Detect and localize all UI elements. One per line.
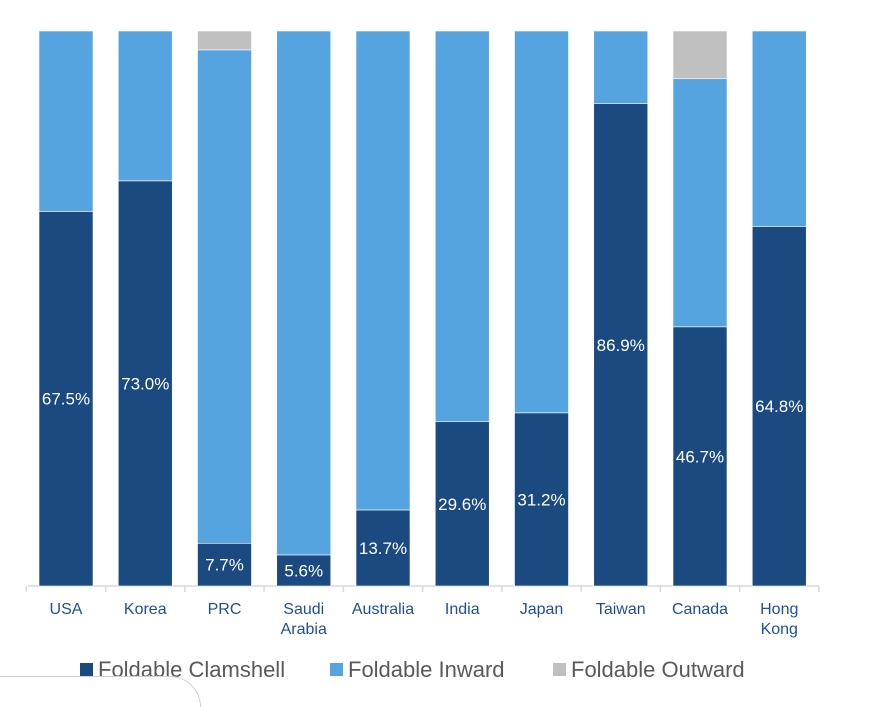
- data-label: 5.6%: [284, 561, 323, 580]
- category-label: Taiwan: [596, 601, 646, 618]
- category-label: Australia: [352, 601, 414, 618]
- legend-swatch-foldable-outward: [553, 663, 566, 676]
- category-label: USA: [50, 601, 83, 618]
- data-label: 64.8%: [755, 397, 803, 416]
- legend-label-foldable-outward: Foldable Outward: [571, 657, 745, 682]
- bar-foldable-inward: [355, 30, 411, 511]
- bar-foldable-inward: [197, 49, 252, 544]
- bar-foldable-clamshell: [276, 554, 332, 587]
- bar-foldable-clamshell: [593, 103, 649, 587]
- x-tick-group: [25, 586, 820, 592]
- category-label: Japan: [520, 601, 564, 618]
- legend-label-foldable-clamshell: Foldable Clamshell: [98, 657, 285, 682]
- bar-foldable-clamshell: [672, 326, 728, 587]
- category-label: Canada: [672, 601, 728, 618]
- bar-foldable-clamshell: [434, 421, 490, 587]
- legend-swatch-foldable-clamshell: [80, 663, 93, 676]
- bar-foldable-inward: [276, 30, 332, 556]
- bar-foldable-clamshell: [514, 412, 569, 587]
- bar-foldable-inward: [593, 30, 649, 105]
- bar-foldable-inward: [672, 78, 728, 328]
- category-label: Hong Kong: [760, 601, 798, 638]
- data-label: 67.5%: [42, 390, 90, 409]
- bar-foldable-inward: [38, 30, 94, 212]
- category-labels-group: USA Korea PRC Saudi Arabia Australia India Japa…: [50, 601, 799, 638]
- data-label: 46.7%: [676, 447, 724, 466]
- data-label: 31.2%: [517, 490, 565, 509]
- data-labels-group: 67.5% 73.0% 7.7% 5.6% 13.7% 29.6% 31.2% 86.9% 46…: [42, 336, 803, 581]
- decorative-curve: [0, 676, 201, 707]
- bar-foldable-inward: [117, 30, 173, 182]
- bar-foldable-inward: [751, 30, 807, 227]
- bar-foldable-outward: [672, 30, 728, 80]
- bar-foldable-clamshell: [117, 180, 173, 587]
- bar-foldable-clamshell: [751, 226, 807, 587]
- legend-label-foldable-inward: Foldable Inward: [348, 657, 505, 682]
- bar-foldable-clamshell: [38, 211, 94, 587]
- legend: Foldable Clamshell Foldable Inward Foldabl…: [80, 657, 745, 682]
- category-label: Korea: [124, 601, 167, 618]
- bars-group: [38, 30, 807, 587]
- bar-foldable-inward: [514, 30, 569, 414]
- data-label: 13.7%: [359, 539, 407, 558]
- data-label: 7.7%: [205, 556, 244, 575]
- data-label: 73.0%: [121, 374, 169, 393]
- category-label: India: [445, 601, 480, 618]
- bar-foldable-clamshell: [355, 509, 411, 587]
- category-label: Saudi Arabia: [281, 601, 327, 638]
- bar-foldable-inward: [434, 30, 490, 423]
- data-label: 86.9%: [597, 336, 645, 355]
- data-label: 29.6%: [438, 495, 486, 514]
- bar-foldable-outward: [197, 30, 252, 51]
- category-label: PRC: [208, 601, 242, 618]
- legend-swatch-foldable-inward: [330, 663, 343, 676]
